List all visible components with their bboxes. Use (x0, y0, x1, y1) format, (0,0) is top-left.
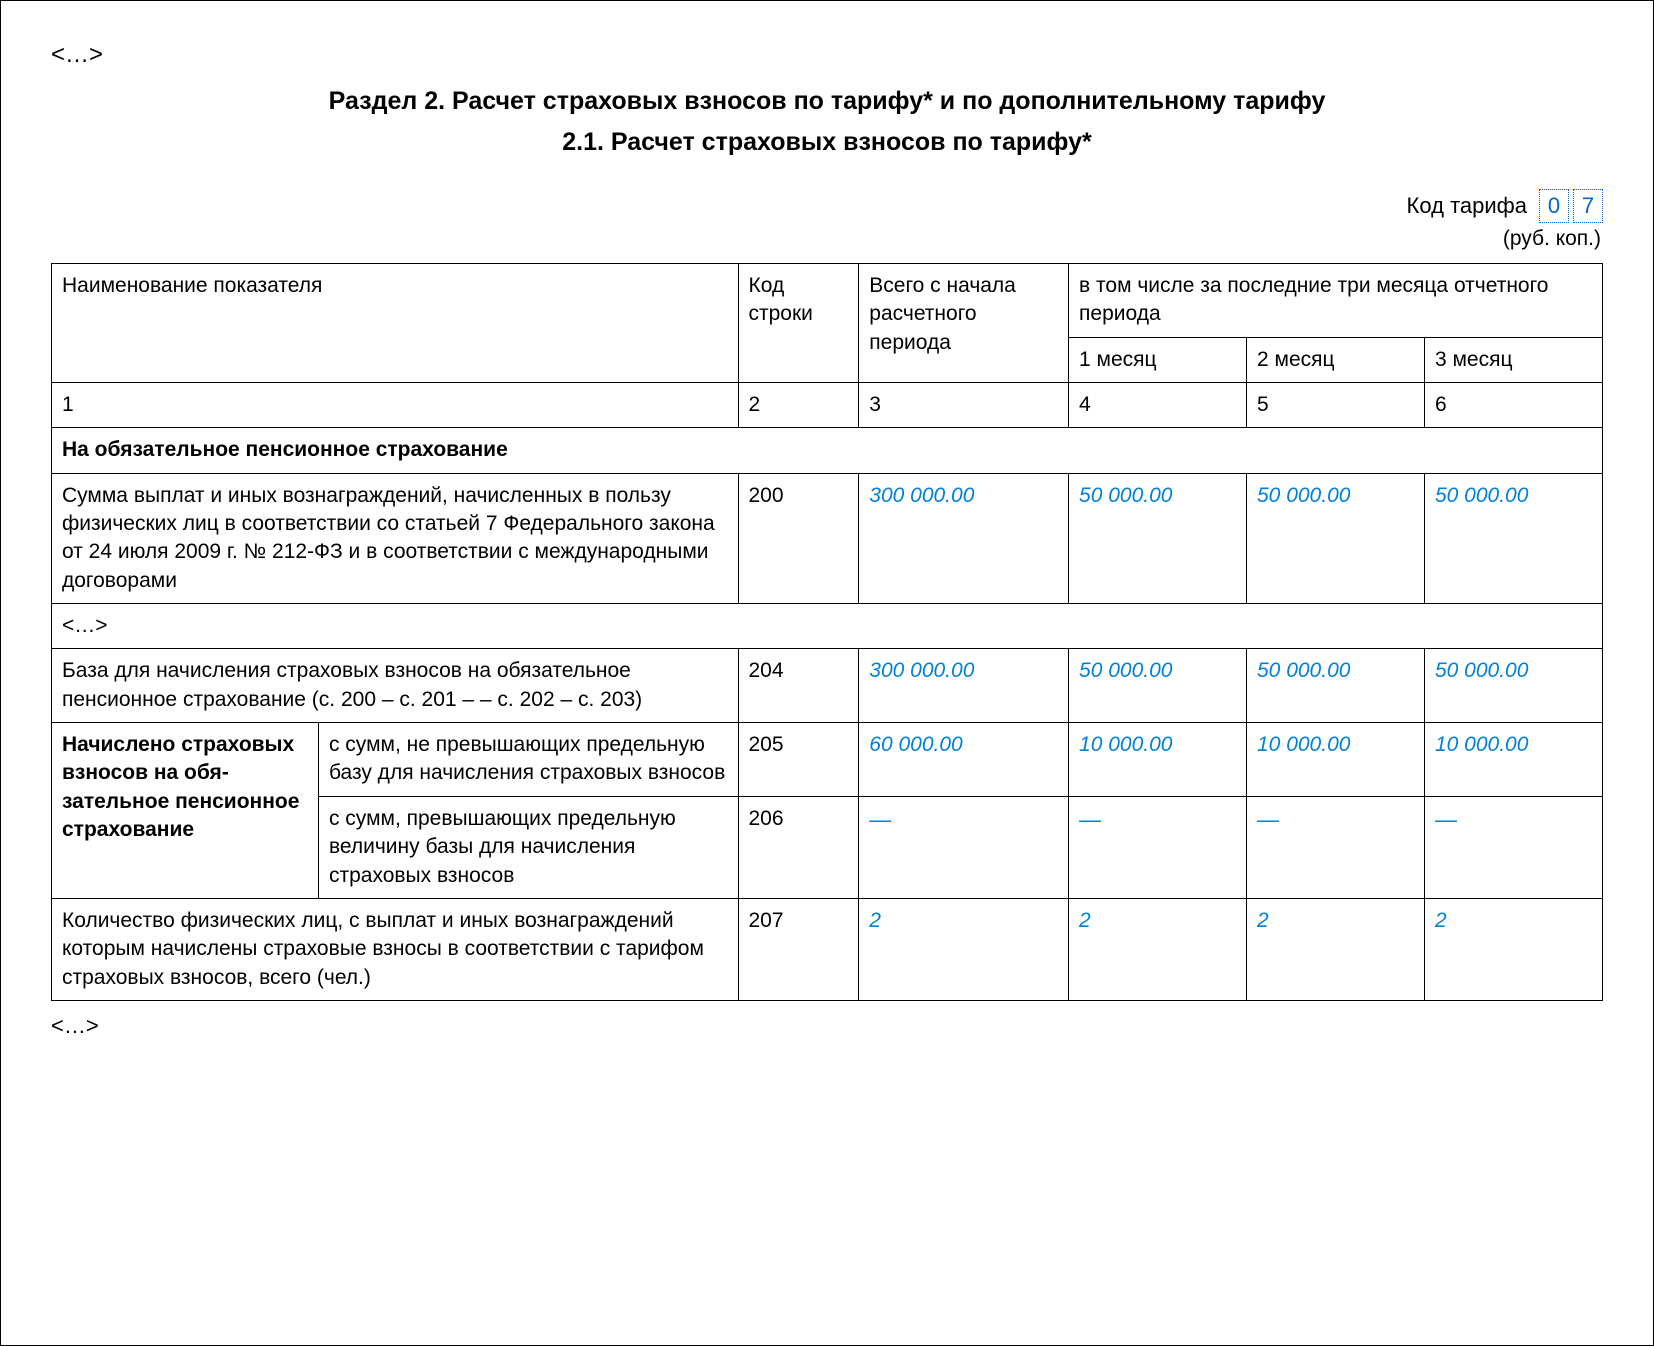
row-207-m3: 2 (1424, 898, 1602, 1000)
row-204-code: 204 (738, 649, 859, 723)
col-num-2: 2 (738, 383, 859, 428)
row-200: Сумма выплат и иных вознаграждений, начи… (52, 473, 1603, 603)
section-header-row: На обязательное пенсионное страхование (52, 428, 1603, 473)
ellipsis-bottom: <…> (51, 1013, 1603, 1039)
col-num-5: 5 (1247, 383, 1425, 428)
col-num-4: 4 (1069, 383, 1247, 428)
row-205-code: 205 (738, 723, 859, 797)
row-204-total: 300 000.00 (859, 649, 1069, 723)
row-200-code: 200 (738, 473, 859, 603)
main-table: Наименование показателя Код строки Всего… (51, 263, 1603, 1001)
row-205-name: с сумм, не превышающих пре­дельную базу … (318, 723, 738, 797)
header-month1: 1 месяц (1069, 337, 1247, 382)
header-month2: 2 месяц (1247, 337, 1425, 382)
row-206-m3: — (1424, 796, 1602, 898)
row-206-m1: — (1069, 796, 1247, 898)
col-number-row: 1 2 3 4 5 6 (52, 383, 1603, 428)
row-207-code: 207 (738, 898, 859, 1000)
row-206-m2: — (1247, 796, 1425, 898)
row-200-m3: 50 000.00 (1424, 473, 1602, 603)
tariff-digit-1: 0 (1539, 189, 1569, 223)
tariff-digit-2: 7 (1573, 189, 1603, 223)
row-204: База для начисления страховых взносов на… (52, 649, 1603, 723)
header-total: Всего с начала расчетного периода (859, 264, 1069, 383)
ellipsis-row: <…> (52, 604, 1603, 649)
col-num-6: 6 (1424, 383, 1602, 428)
ellipsis-row-text: <…> (52, 604, 1603, 649)
row-207-name: Количество физических лиц, с выплат и ин… (52, 898, 739, 1000)
row-206-name: с сумм, превышающих предель­ную величину… (318, 796, 738, 898)
tariff-label: Код тарифа (1407, 193, 1527, 219)
header-row-1: Наименование показателя Код строки Всего… (52, 264, 1603, 338)
group-label: Начислено страховых взносов на обя­зател… (52, 723, 319, 899)
header-indicator: Наименование показателя (52, 264, 739, 383)
row-206-total: — (859, 796, 1069, 898)
section-header: На обязательное пенсионное страхование (52, 428, 1603, 473)
row-206-code: 206 (738, 796, 859, 898)
row-205: Начислено страховых взносов на обя­зател… (52, 723, 1603, 797)
tariff-boxes: 0 7 (1539, 189, 1603, 223)
row-204-m3: 50 000.00 (1424, 649, 1602, 723)
currency-label: (руб. коп.) (51, 227, 1603, 251)
row-200-m2: 50 000.00 (1247, 473, 1425, 603)
row-205-m3: 10 000.00 (1424, 723, 1602, 797)
row-200-name: Сумма выплат и иных вознаграждений, начи… (52, 473, 739, 603)
tariff-code-row: Код тарифа 0 7 (51, 189, 1603, 223)
row-204-m1: 50 000.00 (1069, 649, 1247, 723)
sub-title: 2.1. Расчет страховых взносов по тарифу* (51, 128, 1603, 157)
row-204-m2: 50 000.00 (1247, 649, 1425, 723)
row-207-total: 2 (859, 898, 1069, 1000)
row-205-total: 60 000.00 (859, 723, 1069, 797)
main-title: Раздел 2. Расчет страховых взносов по та… (51, 87, 1603, 116)
row-204-name: База для начисления страховых взносов на… (52, 649, 739, 723)
row-207: Количество физических лиц, с выплат и ин… (52, 898, 1603, 1000)
row-205-m1: 10 000.00 (1069, 723, 1247, 797)
row-207-m2: 2 (1247, 898, 1425, 1000)
row-207-m1: 2 (1069, 898, 1247, 1000)
title-section: Раздел 2. Расчет страховых взносов по та… (51, 87, 1603, 157)
col-num-3: 3 (859, 383, 1069, 428)
row-205-m2: 10 000.00 (1247, 723, 1425, 797)
document-page: <…> Раздел 2. Расчет страховых взносов п… (0, 0, 1654, 1346)
header-month3: 3 месяц (1424, 337, 1602, 382)
row-200-m1: 50 000.00 (1069, 473, 1247, 603)
row-200-total: 300 000.00 (859, 473, 1069, 603)
header-last3: в том числе за последние три месяца отче… (1069, 264, 1603, 338)
ellipsis-top: <…> (51, 41, 1603, 69)
col-num-1: 1 (52, 383, 739, 428)
header-row-code: Код строки (738, 264, 859, 383)
